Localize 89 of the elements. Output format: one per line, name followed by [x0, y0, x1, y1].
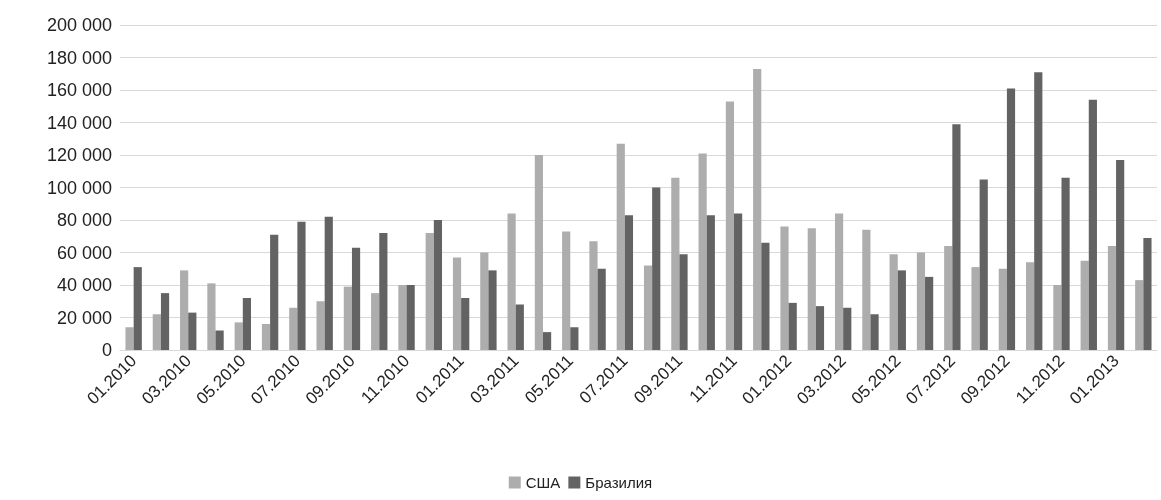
bar: [1088, 99, 1097, 350]
bar: [971, 267, 980, 350]
bar: [133, 267, 142, 350]
y-tick-label: 180 000: [46, 47, 112, 68]
bar: [1135, 280, 1144, 350]
bar: [597, 268, 606, 350]
bar: [343, 286, 352, 350]
bar: [1006, 88, 1016, 350]
bar: [979, 179, 988, 350]
y-tick-label: 80 000: [56, 210, 112, 230]
bar: [589, 241, 598, 350]
bar: [534, 155, 543, 350]
bar: [788, 302, 797, 350]
bar: [188, 312, 197, 350]
bar: [889, 254, 898, 350]
bar: [398, 285, 407, 350]
bar: [734, 213, 743, 350]
bar: [507, 213, 516, 350]
bar: [562, 231, 571, 350]
bar: [297, 221, 306, 350]
bar: [180, 270, 189, 350]
bar: [834, 213, 844, 350]
bar: [780, 226, 789, 350]
bar: [425, 233, 434, 350]
y-tick-label: 40 000: [56, 275, 112, 295]
y-tick-label: 100 000: [46, 177, 112, 198]
y-tick-label: 0: [101, 340, 112, 360]
bar: [698, 153, 707, 350]
bar: [1026, 262, 1035, 350]
bar: [160, 293, 170, 350]
bar: [351, 247, 361, 350]
bar: [234, 322, 243, 350]
bar: [952, 124, 961, 350]
legend-label: Бразилия: [585, 474, 653, 491]
bar: [1034, 72, 1043, 350]
bar: [452, 257, 462, 350]
bar: [515, 304, 524, 350]
y-tick-label: 200 000: [46, 15, 112, 35]
bar: [624, 215, 634, 350]
bar: [542, 332, 552, 350]
bar: [207, 283, 216, 350]
bar: [998, 268, 1007, 350]
bar: [807, 228, 816, 350]
bar: [706, 215, 715, 350]
bar: [725, 101, 735, 350]
bar: [371, 293, 380, 350]
bar: [679, 254, 688, 350]
bar: [944, 246, 953, 350]
bar: [1116, 159, 1125, 350]
bar: [761, 242, 770, 350]
bar: [616, 143, 625, 350]
bar: [870, 314, 879, 350]
bar: [461, 298, 470, 350]
bar: [324, 216, 333, 350]
bar: [843, 307, 852, 350]
bar: [152, 314, 161, 350]
bar: [862, 229, 871, 350]
y-tick-label: 160 000: [46, 80, 112, 100]
bar: [1061, 177, 1070, 350]
bar: [433, 220, 443, 350]
bar: [406, 285, 415, 350]
bar: [1053, 285, 1062, 350]
bar: [570, 327, 579, 350]
bar: [480, 252, 489, 350]
bar: [652, 187, 661, 350]
legend-label: США: [525, 474, 561, 491]
bar: [897, 270, 906, 350]
bar: [289, 307, 298, 350]
bar: [916, 252, 926, 350]
bar: [925, 276, 934, 350]
bar: [1143, 237, 1152, 350]
bar: [643, 265, 653, 350]
y-tick-label: 60 000: [56, 242, 112, 263]
bar: [261, 324, 271, 350]
y-tick-label: 20 000: [56, 307, 112, 328]
y-tick-label: 140 000: [46, 112, 112, 133]
bar: [488, 270, 497, 350]
bar: [815, 306, 825, 350]
bar: [242, 298, 251, 350]
bar: [270, 234, 279, 350]
bar: [1080, 260, 1089, 350]
bar: [379, 233, 388, 350]
bar: [316, 301, 325, 350]
bar: [671, 177, 680, 350]
y-tick-label: 120 000: [46, 145, 112, 165]
bar: [215, 330, 224, 350]
bar: [753, 68, 762, 350]
bar: [125, 327, 134, 350]
bar: [1107, 246, 1117, 350]
